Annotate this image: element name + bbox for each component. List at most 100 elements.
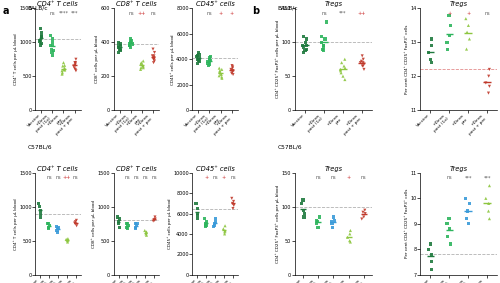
Point <box>72 67 80 72</box>
Text: ns: ns <box>55 175 60 180</box>
Point <box>194 216 202 221</box>
Title: Tregs: Tregs <box>324 166 342 172</box>
Point <box>300 211 308 216</box>
Point <box>150 217 158 222</box>
Point <box>204 59 212 64</box>
Y-axis label: Per cent CD4⁺ CD25⁺ FoxP3⁺ cells: Per cent CD4⁺ CD25⁺ FoxP3⁺ cells <box>405 25 409 94</box>
Point <box>46 224 54 228</box>
Point <box>114 219 122 224</box>
Point <box>150 50 158 55</box>
Point <box>36 208 44 213</box>
Point <box>220 227 228 231</box>
Point <box>44 221 52 225</box>
Point <box>424 50 432 55</box>
Point <box>300 46 308 50</box>
Point <box>38 33 46 38</box>
Point <box>360 62 368 66</box>
Point <box>228 71 235 76</box>
Title: CD4⁺ T cells: CD4⁺ T cells <box>38 166 78 172</box>
Point <box>464 23 472 28</box>
Point <box>220 231 228 236</box>
Point <box>210 222 218 226</box>
Point <box>462 216 470 221</box>
Text: ++: ++ <box>358 10 366 16</box>
Point <box>302 47 310 52</box>
Point <box>428 60 436 65</box>
Point <box>321 37 329 41</box>
Text: C57BL/6: C57BL/6 <box>278 144 302 149</box>
Point <box>150 218 158 223</box>
Y-axis label: CD45⁺ cells per µL blood: CD45⁺ cells per µL blood <box>167 198 172 249</box>
Point <box>230 199 237 204</box>
Point <box>60 63 68 68</box>
Point <box>115 44 123 48</box>
Point <box>358 53 366 58</box>
Point <box>48 53 56 58</box>
Point <box>122 225 130 230</box>
Title: Tregs: Tregs <box>324 1 342 7</box>
Point <box>49 37 57 41</box>
Text: +: + <box>346 175 350 180</box>
Point <box>36 38 44 42</box>
Point <box>229 68 237 73</box>
Point <box>115 40 123 45</box>
Text: a: a <box>2 6 9 16</box>
Point <box>116 47 124 52</box>
Text: ns: ns <box>446 175 452 180</box>
Point <box>64 236 72 241</box>
Point <box>218 67 226 72</box>
Point <box>202 224 210 228</box>
Point <box>58 70 66 75</box>
Point <box>148 53 156 58</box>
Point <box>126 45 134 50</box>
Point <box>60 60 68 65</box>
Point <box>340 64 348 68</box>
Text: ns: ns <box>142 175 148 180</box>
Point <box>205 62 213 67</box>
Point <box>328 225 336 230</box>
Point <box>360 57 368 61</box>
Point <box>486 67 494 72</box>
Point <box>212 216 220 221</box>
Text: ns: ns <box>206 10 212 16</box>
Y-axis label: CD45⁺ cells per µL blood: CD45⁺ cells per µL blood <box>170 34 175 85</box>
Point <box>36 205 44 209</box>
Point <box>484 201 492 206</box>
Point <box>341 77 349 82</box>
Text: ns: ns <box>212 175 218 180</box>
Point <box>202 224 210 229</box>
Point <box>137 65 145 70</box>
Point <box>201 216 209 221</box>
Point <box>337 70 345 75</box>
Title: CD8⁺ T cells: CD8⁺ T cells <box>116 166 157 172</box>
Point <box>116 47 124 52</box>
Point <box>60 66 68 70</box>
Point <box>346 240 354 244</box>
Point <box>482 81 490 85</box>
Point <box>35 201 43 206</box>
Point <box>206 54 214 59</box>
Point <box>426 57 434 61</box>
Point <box>360 67 368 72</box>
Point <box>62 237 70 242</box>
Point <box>126 44 134 48</box>
Text: C57BL/6: C57BL/6 <box>28 144 52 149</box>
Point <box>150 55 158 60</box>
Point <box>300 50 308 55</box>
Text: +: + <box>204 175 208 180</box>
Point <box>204 61 212 65</box>
Point <box>72 57 80 61</box>
Point <box>320 48 328 53</box>
Point <box>115 225 123 230</box>
Point <box>228 68 236 73</box>
Point <box>466 37 473 41</box>
Point <box>60 67 68 72</box>
Y-axis label: CD4⁺ T cells per µL blood: CD4⁺ T cells per µL blood <box>13 198 18 250</box>
Text: ns: ns <box>330 175 336 180</box>
Point <box>358 217 366 221</box>
Point <box>115 217 123 221</box>
Point <box>192 201 200 206</box>
Text: +: + <box>466 10 470 16</box>
Text: ns: ns <box>152 175 157 180</box>
Point <box>318 47 326 52</box>
